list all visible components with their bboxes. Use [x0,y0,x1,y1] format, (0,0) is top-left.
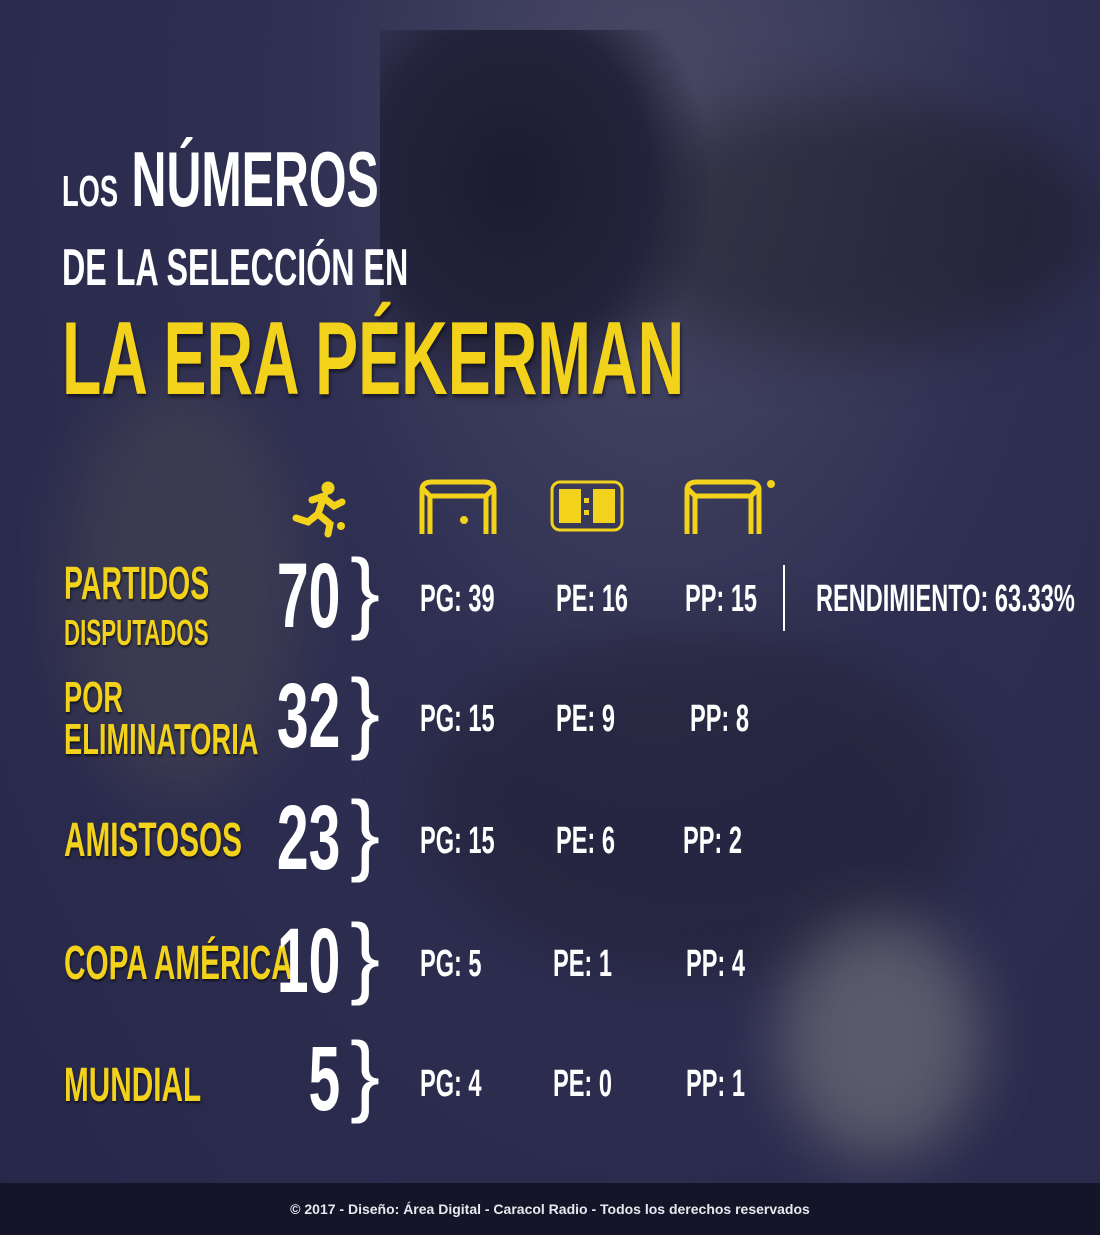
row-label: POR ELIMINATORIA [64,673,259,764]
row-eliminatoria: POR ELIMINATORIA 32 } PG: 15 PE: 9 PP: 8 [0,667,1100,765]
brace: } [350,907,381,1007]
stat-pg: PG: 4 [420,1063,482,1105]
stat-pp: PP: 2 [683,820,742,862]
row-mundial: MUNDIAL 5 } PG: 4 PE: 0 PP: 1 [0,1030,1100,1128]
title-line2: DE LA SELECCIÓN EN [62,239,409,297]
running-player-icon [292,481,346,538]
stat-pe: PE: 9 [556,698,615,740]
title-big: NÚMEROS [131,135,379,223]
stat-pe: PE: 1 [553,943,612,985]
stat-pg: PG: 15 [420,698,495,740]
row-label: AMISTOSOS [64,814,243,867]
divider [783,565,785,631]
stat-pe: PE: 16 [556,578,629,620]
row-label: MUNDIAL [64,1059,202,1112]
brace: } [350,662,381,762]
row-total: 5 [308,1028,340,1130]
row-partidos-disputados: PARTIDOS DISPUTADOS 70 } PG: 39 PE: 16 PP… [0,547,1100,651]
stat-pg: PG: 39 [420,578,495,620]
background-photo-coach-left [60,380,300,800]
row-label: PARTIDOS DISPUTADOS [64,557,210,653]
row-total: 10 [276,910,340,1012]
row-total: 32 [276,665,340,767]
background-photo-hug [780,920,980,1160]
stat-pp: PP: 8 [690,698,749,740]
brace: } [350,542,381,642]
stat-pe: PE: 0 [553,1063,612,1105]
goal-won-icon [419,479,497,534]
stat-pp: PP: 15 [685,578,758,620]
title-line1: LOS NÚMEROS [62,140,573,218]
goal-lost-icon [684,479,775,534]
title-small: LOS [62,167,119,216]
stat-pp: PP: 1 [686,1063,745,1105]
row-total: 70 [276,545,340,647]
row-total: 23 [276,787,340,889]
row-label: COPA AMÉRICA [64,937,293,990]
stat-pg: PG: 5 [420,943,482,985]
row-copa-america: COPA AMÉRICA 10 } PG: 5 PE: 1 PP: 4 [0,912,1100,1010]
brace: } [350,1025,381,1125]
stat-pg: PG: 15 [420,820,495,862]
coach-photo [380,30,710,410]
row-amistosos: AMISTOSOS 23 } PG: 15 PE: 6 PP: 2 [0,789,1100,887]
scoreboard-draw-icon [550,480,624,532]
brace: } [350,784,381,884]
stat-pp: PP: 4 [686,943,745,985]
title-line3: LA ERA PÉKERMAN [62,301,685,417]
stat-pe: PE: 6 [556,820,615,862]
footer-credits: © 2017 - Diseño: Área Digital - Caracol … [0,1183,1100,1235]
stat-rendimiento: RENDIMIENTO: 63.33% [816,578,1075,620]
